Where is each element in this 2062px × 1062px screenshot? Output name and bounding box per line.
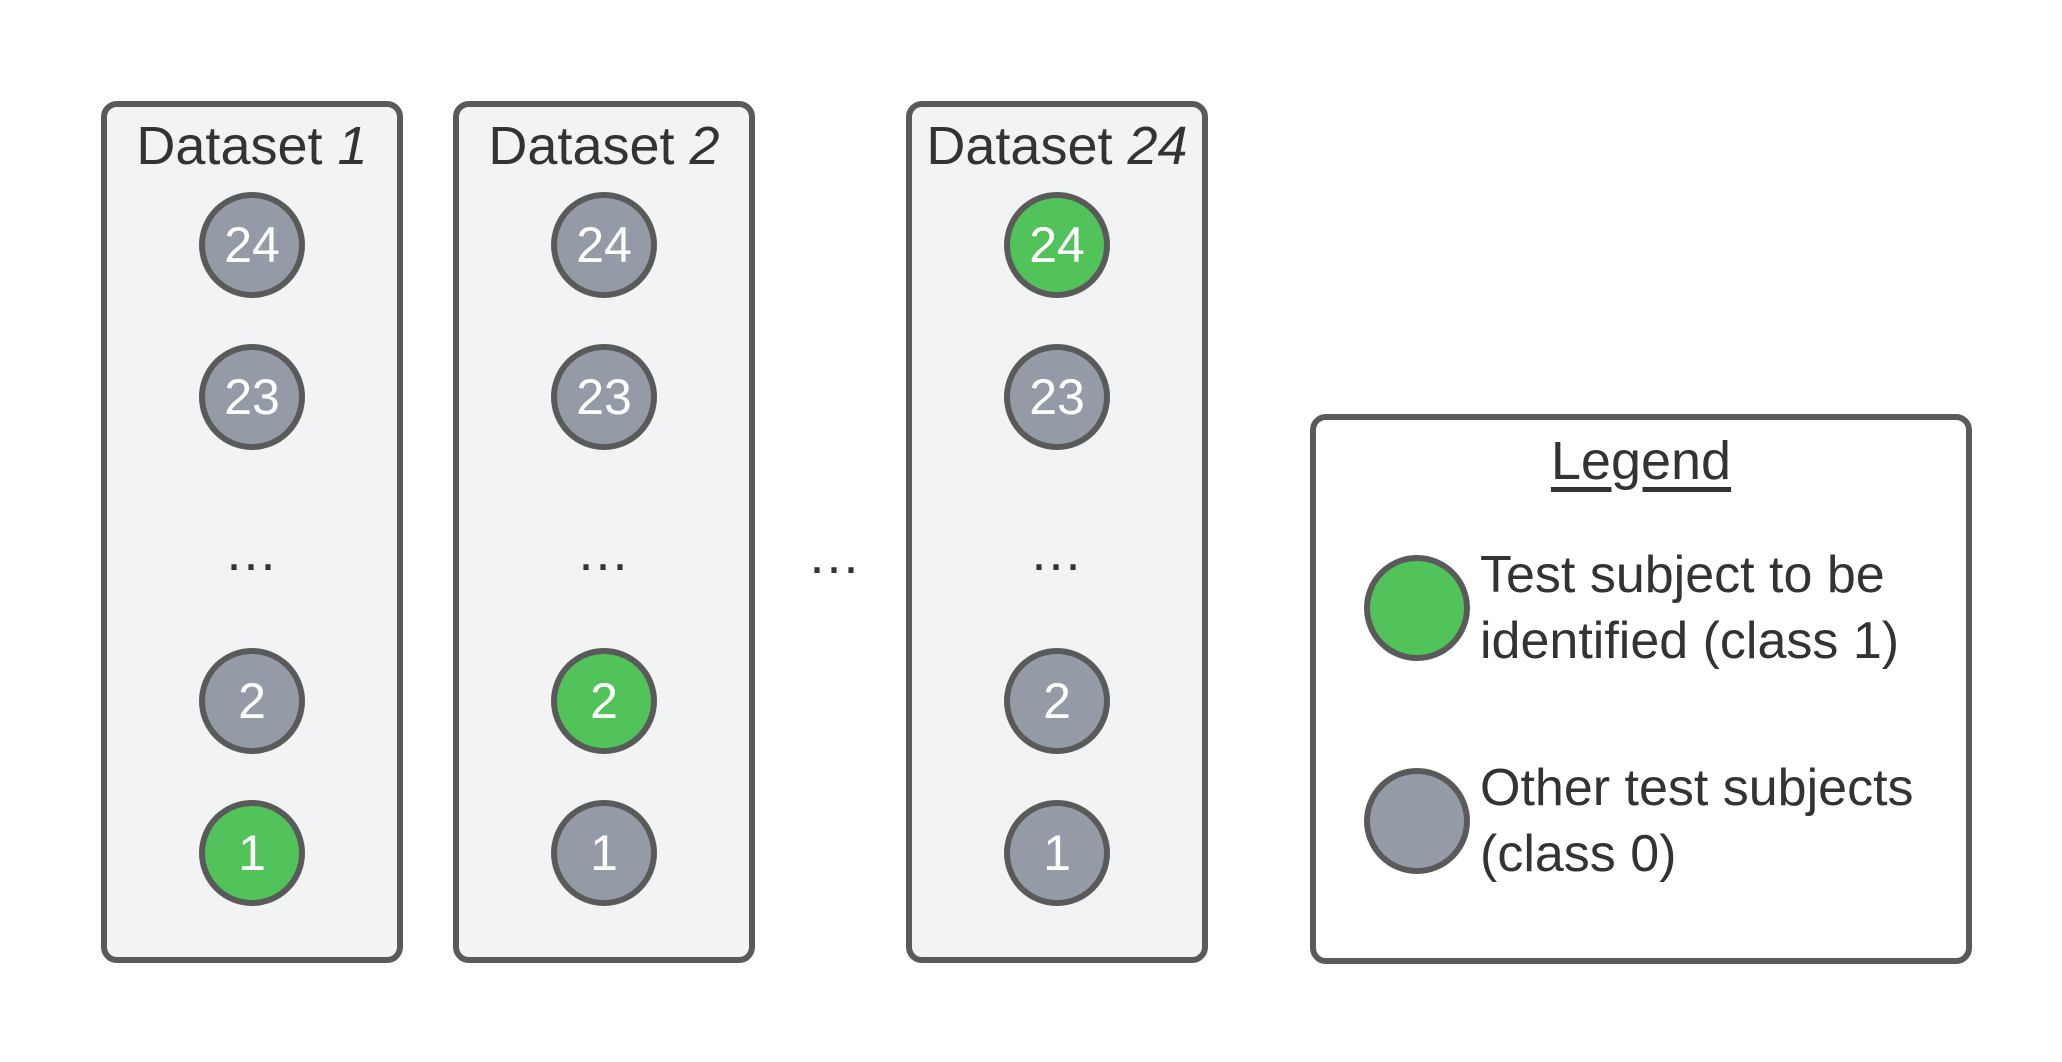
legend-text-line: (class 0) [1480, 825, 1677, 883]
subject-node: 23 [551, 344, 657, 450]
legend-text-line: Other test subjects [1480, 759, 1914, 817]
dataset-panel-2: Dataset 2 24 23 ... 2 1 [453, 101, 755, 963]
dataset-number: 24 [1127, 116, 1188, 176]
datasets-ellipsis: ... [809, 525, 861, 585]
node-label: 23 [1029, 369, 1085, 425]
node-label: 2 [590, 673, 618, 729]
node-label: 24 [224, 217, 280, 273]
dataset-panel-24: Dataset 24 24 23 ... 2 1 [906, 101, 1208, 963]
node-label: 24 [1029, 217, 1085, 273]
subject-node: 2 [1004, 648, 1110, 754]
subject-node: 24 [199, 192, 305, 298]
dataset-title: Dataset 2 [459, 115, 749, 177]
dataset-label: Dataset [488, 116, 675, 176]
node-label: 24 [576, 217, 632, 273]
node-label: 23 [576, 369, 632, 425]
legend-text-line: identified (class 1) [1480, 612, 1900, 670]
dataset-title: Dataset 24 [912, 115, 1202, 177]
dataset-ellipsis: ... [578, 522, 630, 582]
subject-node: 1 [199, 800, 305, 906]
legend-text-line: Test subject to be [1480, 546, 1885, 604]
node-label: 1 [238, 825, 266, 881]
dataset-ellipsis: ... [1031, 522, 1083, 582]
node-label: 2 [1043, 673, 1071, 729]
dataset-label: Dataset [926, 116, 1113, 176]
node-label: 1 [1043, 825, 1071, 881]
legend-swatch-class-1 [1364, 555, 1470, 661]
subject-node: 23 [199, 344, 305, 450]
node-label: 23 [224, 369, 280, 425]
subject-node: 24 [1004, 192, 1110, 298]
legend-text-class-0: Other test subjects (class 0) [1480, 755, 1966, 887]
legend-box: Legend Test subject to be identified (cl… [1310, 414, 1972, 964]
subject-node: 2 [199, 648, 305, 754]
node-label: 1 [590, 825, 618, 881]
dataset-number: 2 [689, 116, 720, 176]
subject-node: 23 [1004, 344, 1110, 450]
legend-swatch-class-0 [1364, 768, 1470, 874]
dataset-panel-1: Dataset 1 24 23 ... 2 1 [101, 101, 403, 963]
dataset-ellipsis: ... [226, 522, 278, 582]
node-label: 2 [238, 673, 266, 729]
legend-title: Legend [1550, 431, 1732, 491]
subject-node: 1 [551, 800, 657, 906]
subject-node: 2 [551, 648, 657, 754]
legend-text-class-1: Test subject to be identified (class 1) [1480, 542, 1966, 674]
subject-node: 24 [551, 192, 657, 298]
dataset-number: 1 [337, 116, 368, 176]
dataset-title: Dataset 1 [107, 115, 397, 177]
subject-node: 1 [1004, 800, 1110, 906]
dataset-label: Dataset [136, 116, 323, 176]
